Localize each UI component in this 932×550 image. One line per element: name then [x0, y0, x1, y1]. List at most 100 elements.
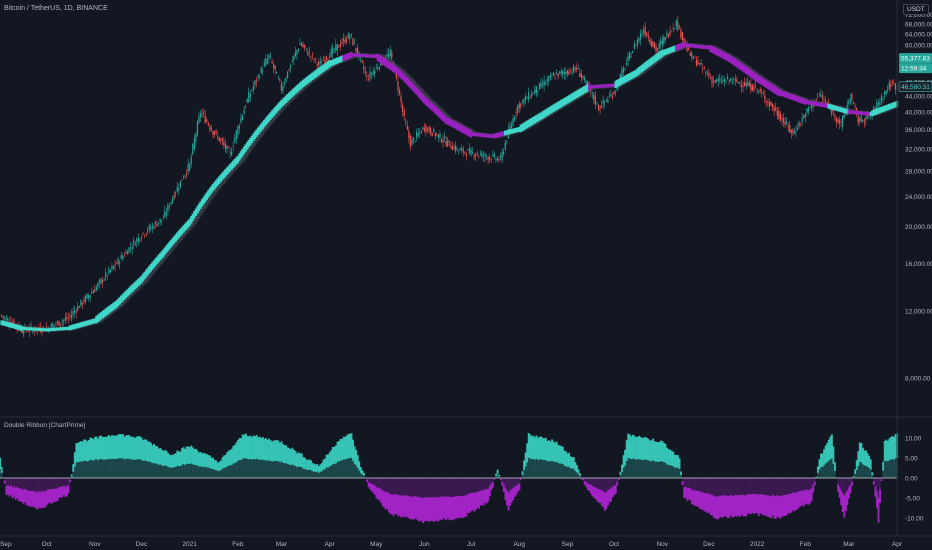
osc-bar	[6, 485, 9, 495]
candle-body	[182, 178, 185, 180]
candle-body	[290, 64, 292, 68]
osc-bar	[782, 495, 785, 517]
candle-body	[355, 47, 357, 52]
osc-bar	[73, 452, 76, 467]
candle-body	[537, 90, 539, 92]
candle-body	[203, 113, 205, 114]
osc-bar	[59, 486, 62, 498]
candle-body	[824, 100, 827, 102]
candle-body	[215, 130, 217, 133]
candle-body	[288, 70, 290, 71]
candle-body	[198, 115, 200, 124]
osc-bar	[588, 483, 591, 492]
osc-bar	[608, 488, 611, 503]
osc-bar	[359, 467, 362, 474]
candle-body	[569, 70, 572, 71]
candle-body	[854, 105, 856, 107]
candle-body	[74, 310, 76, 313]
osc-bar	[857, 451, 860, 466]
osc-bar	[362, 472, 365, 476]
osc-bar	[753, 494, 756, 514]
candle-body	[353, 43, 356, 45]
osc-bar	[841, 493, 844, 513]
osc-bar	[350, 433, 353, 458]
osc-bar	[580, 478, 583, 480]
candle-body	[299, 43, 301, 45]
candle-body	[168, 206, 171, 207]
osc-bar	[244, 433, 247, 458]
osc-bar	[355, 449, 358, 466]
candle-body	[53, 324, 56, 326]
osc-bar	[429, 497, 432, 521]
candle-body	[479, 153, 481, 155]
osc-bar	[257, 437, 260, 460]
candle-body	[495, 159, 497, 160]
osc-bar	[630, 436, 633, 460]
candle-body	[770, 102, 772, 105]
osc-tick-label: -10.00	[905, 516, 924, 523]
candle-body	[882, 98, 884, 101]
osc-bar	[280, 441, 283, 462]
candle-body	[891, 81, 893, 83]
osc-bar	[605, 491, 608, 509]
osc-bar	[75, 443, 78, 463]
osc-bar	[561, 446, 564, 464]
osc-bar	[863, 450, 866, 466]
candle-body	[619, 74, 621, 79]
osc-bar	[773, 496, 776, 519]
osc-bar	[187, 446, 190, 464]
osc-bar	[473, 493, 476, 512]
candle-body	[688, 47, 690, 50]
osc-bar	[137, 436, 140, 460]
osc-bar	[417, 497, 420, 521]
price-tick-label: 68,000.00	[905, 22, 932, 29]
candle-body	[55, 323, 57, 325]
osc-bar	[243, 434, 246, 459]
osc-bar	[868, 455, 871, 469]
candle-body	[167, 204, 169, 212]
osc-bar	[230, 448, 233, 465]
candle-body	[414, 141, 416, 142]
candle-body	[538, 83, 541, 90]
candle-body	[730, 78, 732, 81]
currency-button[interactable]: USDT	[903, 4, 929, 15]
candle-body	[709, 77, 712, 79]
osc-bar	[579, 473, 581, 476]
osc-bar	[512, 487, 515, 501]
candle-body	[700, 62, 702, 65]
osc-bar	[456, 495, 459, 518]
osc-bar	[344, 436, 347, 460]
osc-bar	[874, 486, 877, 497]
candle-body	[114, 264, 116, 267]
candle-body	[742, 85, 744, 87]
candle-body	[630, 56, 632, 58]
osc-bar	[191, 447, 194, 465]
osc-bar	[117, 434, 120, 459]
osc-bar	[198, 452, 201, 467]
candle-body	[740, 85, 743, 88]
osc-bar	[358, 461, 361, 471]
osc-bar	[140, 437, 143, 460]
candle-body	[370, 73, 373, 75]
candle-body	[683, 37, 685, 43]
osc-bar	[432, 497, 435, 522]
candle-body	[499, 155, 502, 157]
candle-body	[661, 39, 663, 45]
osc-bar	[680, 471, 682, 476]
candle-body	[159, 218, 161, 223]
osc-bar	[204, 453, 207, 468]
osc-bar	[726, 496, 729, 519]
indicator-title[interactable]: Double Ribbon [ChartPrime]	[4, 422, 86, 429]
osc-bar	[311, 462, 314, 472]
candle-body	[451, 146, 453, 151]
candle-body	[161, 220, 163, 221]
candle-body	[136, 238, 138, 243]
osc-bar	[495, 473, 497, 477]
time-tick-label: Mar	[276, 541, 288, 548]
candle-body	[148, 225, 150, 230]
candle-body	[817, 96, 819, 97]
osc-bar	[224, 454, 227, 468]
candle-body	[840, 121, 842, 122]
candle-body	[489, 156, 491, 159]
